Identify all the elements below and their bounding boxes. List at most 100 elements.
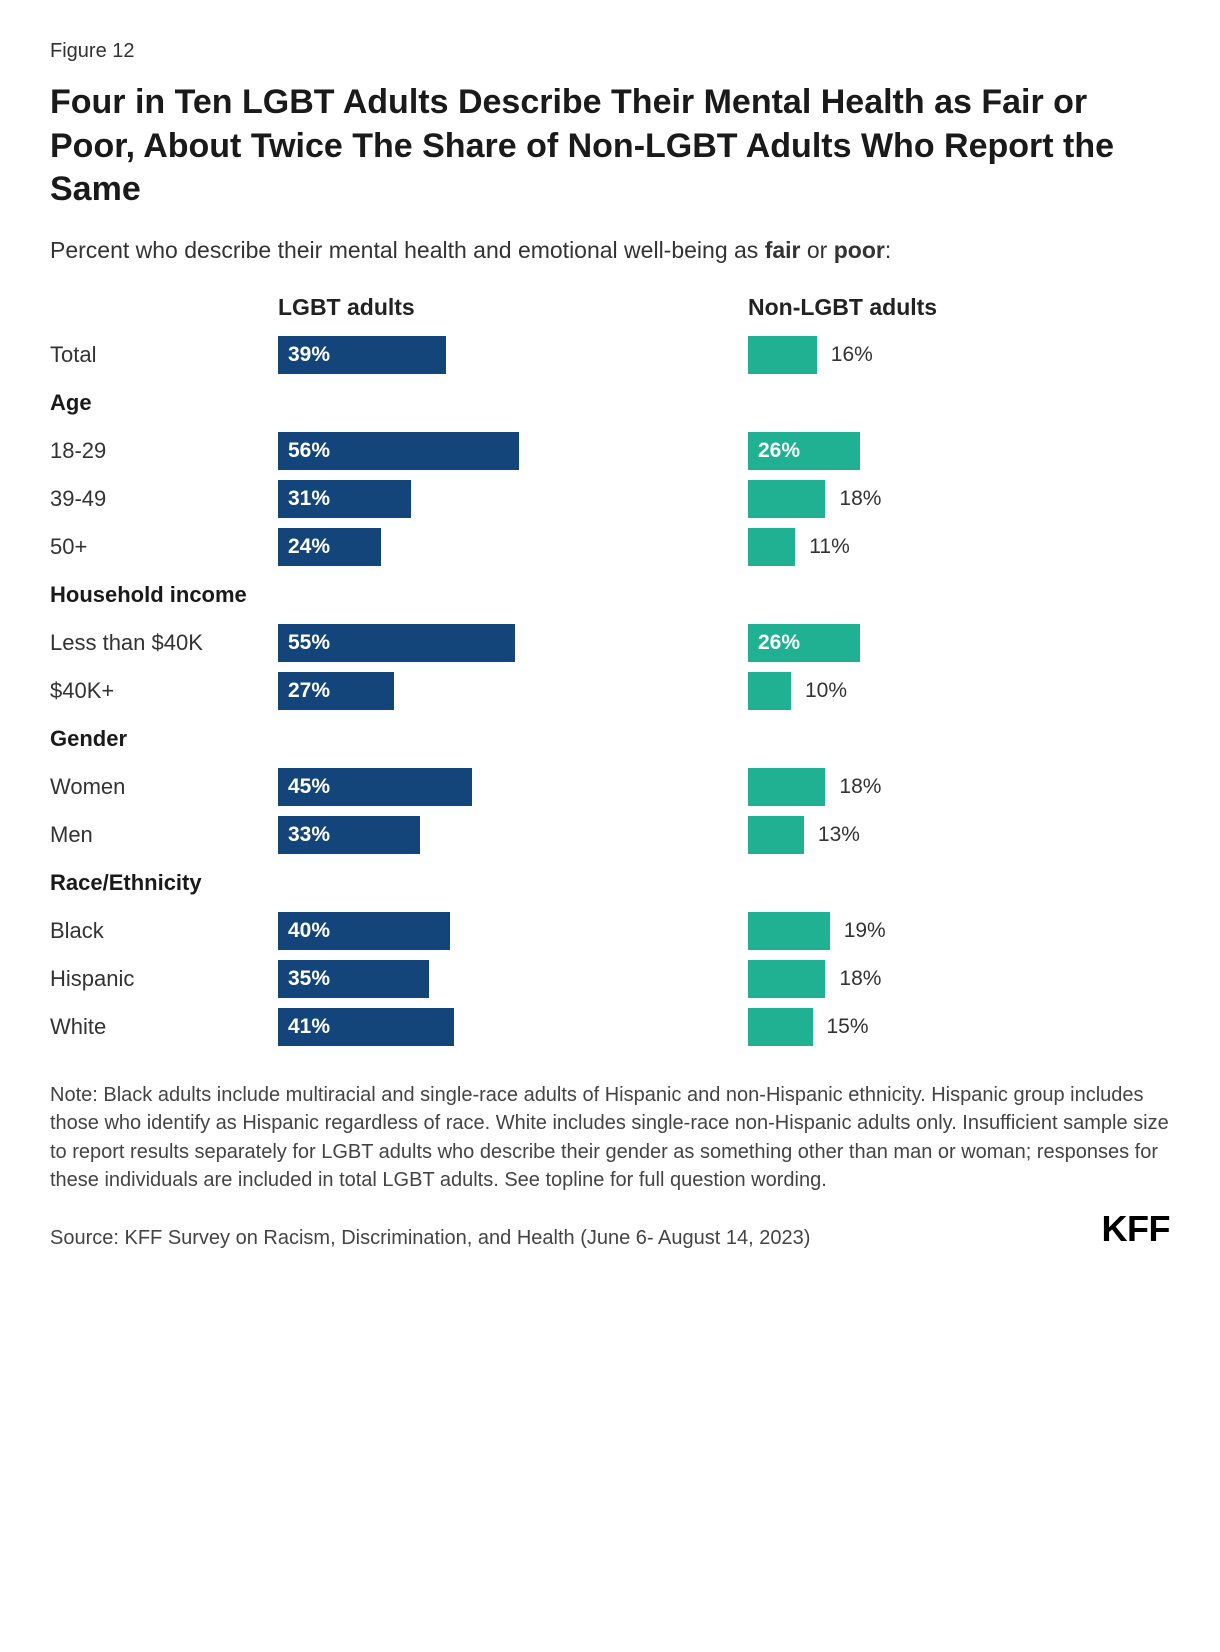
- bar-left: 24%: [278, 528, 381, 566]
- column-headers: LGBT adults Non-LGBT adults: [50, 294, 1170, 321]
- bar-cell-right: 10%: [748, 672, 1170, 710]
- bar-value-outside: 16%: [831, 343, 873, 367]
- data-row: Hispanic35% 18%: [50, 955, 1170, 1003]
- bar-cell-left: 40%: [278, 912, 748, 950]
- chart-title: Four in Ten LGBT Adults Describe Their M…: [50, 81, 1170, 212]
- bar-value-outside: 18%: [839, 967, 881, 991]
- data-row: 18-2956% 26%: [50, 427, 1170, 475]
- bar-cell-left: 31%: [278, 480, 748, 518]
- row-label: Hispanic: [50, 966, 278, 992]
- bar-left: 45%: [278, 768, 472, 806]
- bar-right: [748, 768, 825, 806]
- bar-left: 56%: [278, 432, 519, 470]
- bar-cell-right: 18%: [748, 768, 1170, 806]
- row-label: Household income: [50, 582, 278, 608]
- bar-cell-left: 33%: [278, 816, 748, 854]
- row-label: 39-49: [50, 486, 278, 512]
- bar-cell-left: 41%: [278, 1008, 748, 1046]
- subtitle-mid: or: [800, 237, 833, 263]
- data-row: White41% 15%: [50, 1003, 1170, 1051]
- row-label: Race/Ethnicity: [50, 870, 278, 896]
- row-label: Women: [50, 774, 278, 800]
- bar-left: 55%: [278, 624, 515, 662]
- bar-right: [748, 912, 830, 950]
- data-row: Women45% 18%: [50, 763, 1170, 811]
- bar-cell-right: 26%: [748, 624, 1170, 662]
- subtitle-pre: Percent who describe their mental health…: [50, 237, 765, 263]
- bar-left: 39%: [278, 336, 446, 374]
- bar-cell-right: 18%: [748, 960, 1170, 998]
- bar-left: 33%: [278, 816, 420, 854]
- bar-left: 27%: [278, 672, 394, 710]
- bar-right: [748, 1008, 813, 1046]
- chart-area: LGBT adults Non-LGBT adults Total39% 16% A…: [50, 294, 1170, 1051]
- subtitle-bold-1: fair: [765, 237, 801, 263]
- bar-left: 41%: [278, 1008, 454, 1046]
- chart-subtitle: Percent who describe their mental health…: [50, 234, 1170, 266]
- subtitle-bold-2: poor: [834, 237, 885, 263]
- chart-note: Note: Black adults include multiracial a…: [50, 1081, 1170, 1195]
- col-spacer: [50, 294, 278, 321]
- group-row: Household income: [50, 571, 1170, 619]
- bar-right: [748, 672, 791, 710]
- bar-right: [748, 480, 825, 518]
- bar-left: 31%: [278, 480, 411, 518]
- bar-right: [748, 528, 795, 566]
- bar-cell-right: 18%: [748, 480, 1170, 518]
- kff-logo: KFF: [1102, 1208, 1170, 1250]
- row-label: Black: [50, 918, 278, 944]
- bar-left: 40%: [278, 912, 450, 950]
- row-label: Total: [50, 342, 278, 368]
- bar-value-outside: 13%: [818, 823, 860, 847]
- bar-cell-left: 45%: [278, 768, 748, 806]
- col-header-lgbt: LGBT adults: [278, 294, 748, 321]
- data-row: $40K+27%10%: [50, 667, 1170, 715]
- bar-cell-left: 56%: [278, 432, 748, 470]
- col-header-nonlgbt: Non-LGBT adults: [748, 294, 1170, 321]
- row-label: Gender: [50, 726, 278, 752]
- bar-cell-left: 39%: [278, 336, 748, 374]
- bar-value-outside: 15%: [827, 1015, 869, 1039]
- bar-cell-left: 24%: [278, 528, 748, 566]
- row-label: 50+: [50, 534, 278, 560]
- bar-right: 26%: [748, 624, 860, 662]
- data-row: 50+24% 11%: [50, 523, 1170, 571]
- group-row: Age: [50, 379, 1170, 427]
- bar-cell-right: 11%: [748, 528, 1170, 566]
- footer: Source: KFF Survey on Racism, Discrimina…: [50, 1208, 1170, 1250]
- bar-value-outside: 10%: [805, 679, 847, 703]
- bar-cell-right: 15%: [748, 1008, 1170, 1046]
- bar-left: 35%: [278, 960, 429, 998]
- bar-cell-left: 35%: [278, 960, 748, 998]
- bar-right: [748, 336, 817, 374]
- bar-right: 26%: [748, 432, 860, 470]
- group-row: Race/Ethnicity: [50, 859, 1170, 907]
- bar-cell-right: 13%: [748, 816, 1170, 854]
- bar-cell-right: 16%: [748, 336, 1170, 374]
- bar-right: [748, 816, 804, 854]
- data-row: Total39% 16%: [50, 331, 1170, 379]
- row-label: Age: [50, 390, 278, 416]
- bar-cell-left: 27%: [278, 672, 748, 710]
- bar-value-outside: 18%: [839, 775, 881, 799]
- data-row: Black40% 19%: [50, 907, 1170, 955]
- bar-value-outside: 11%: [809, 535, 849, 559]
- group-row: Gender: [50, 715, 1170, 763]
- bar-value-outside: 19%: [844, 919, 886, 943]
- row-label: Men: [50, 822, 278, 848]
- chart-source: Source: KFF Survey on Racism, Discrimina…: [50, 1227, 810, 1250]
- row-label: White: [50, 1014, 278, 1040]
- bar-cell-left: 55%: [278, 624, 748, 662]
- data-row: 39-4931% 18%: [50, 475, 1170, 523]
- bar-value-outside: 18%: [839, 487, 881, 511]
- row-label: 18-29: [50, 438, 278, 464]
- bar-right: [748, 960, 825, 998]
- figure-label: Figure 12: [50, 40, 1170, 63]
- row-label: Less than $40K: [50, 630, 278, 656]
- bar-cell-right: 26%: [748, 432, 1170, 470]
- bar-cell-right: 19%: [748, 912, 1170, 950]
- subtitle-post: :: [885, 237, 891, 263]
- rows-container: Total39%16%Age18-2956%26%39-4931%18%50+2…: [50, 331, 1170, 1051]
- data-row: Men33% 13%: [50, 811, 1170, 859]
- data-row: Less than $40K55% 26%: [50, 619, 1170, 667]
